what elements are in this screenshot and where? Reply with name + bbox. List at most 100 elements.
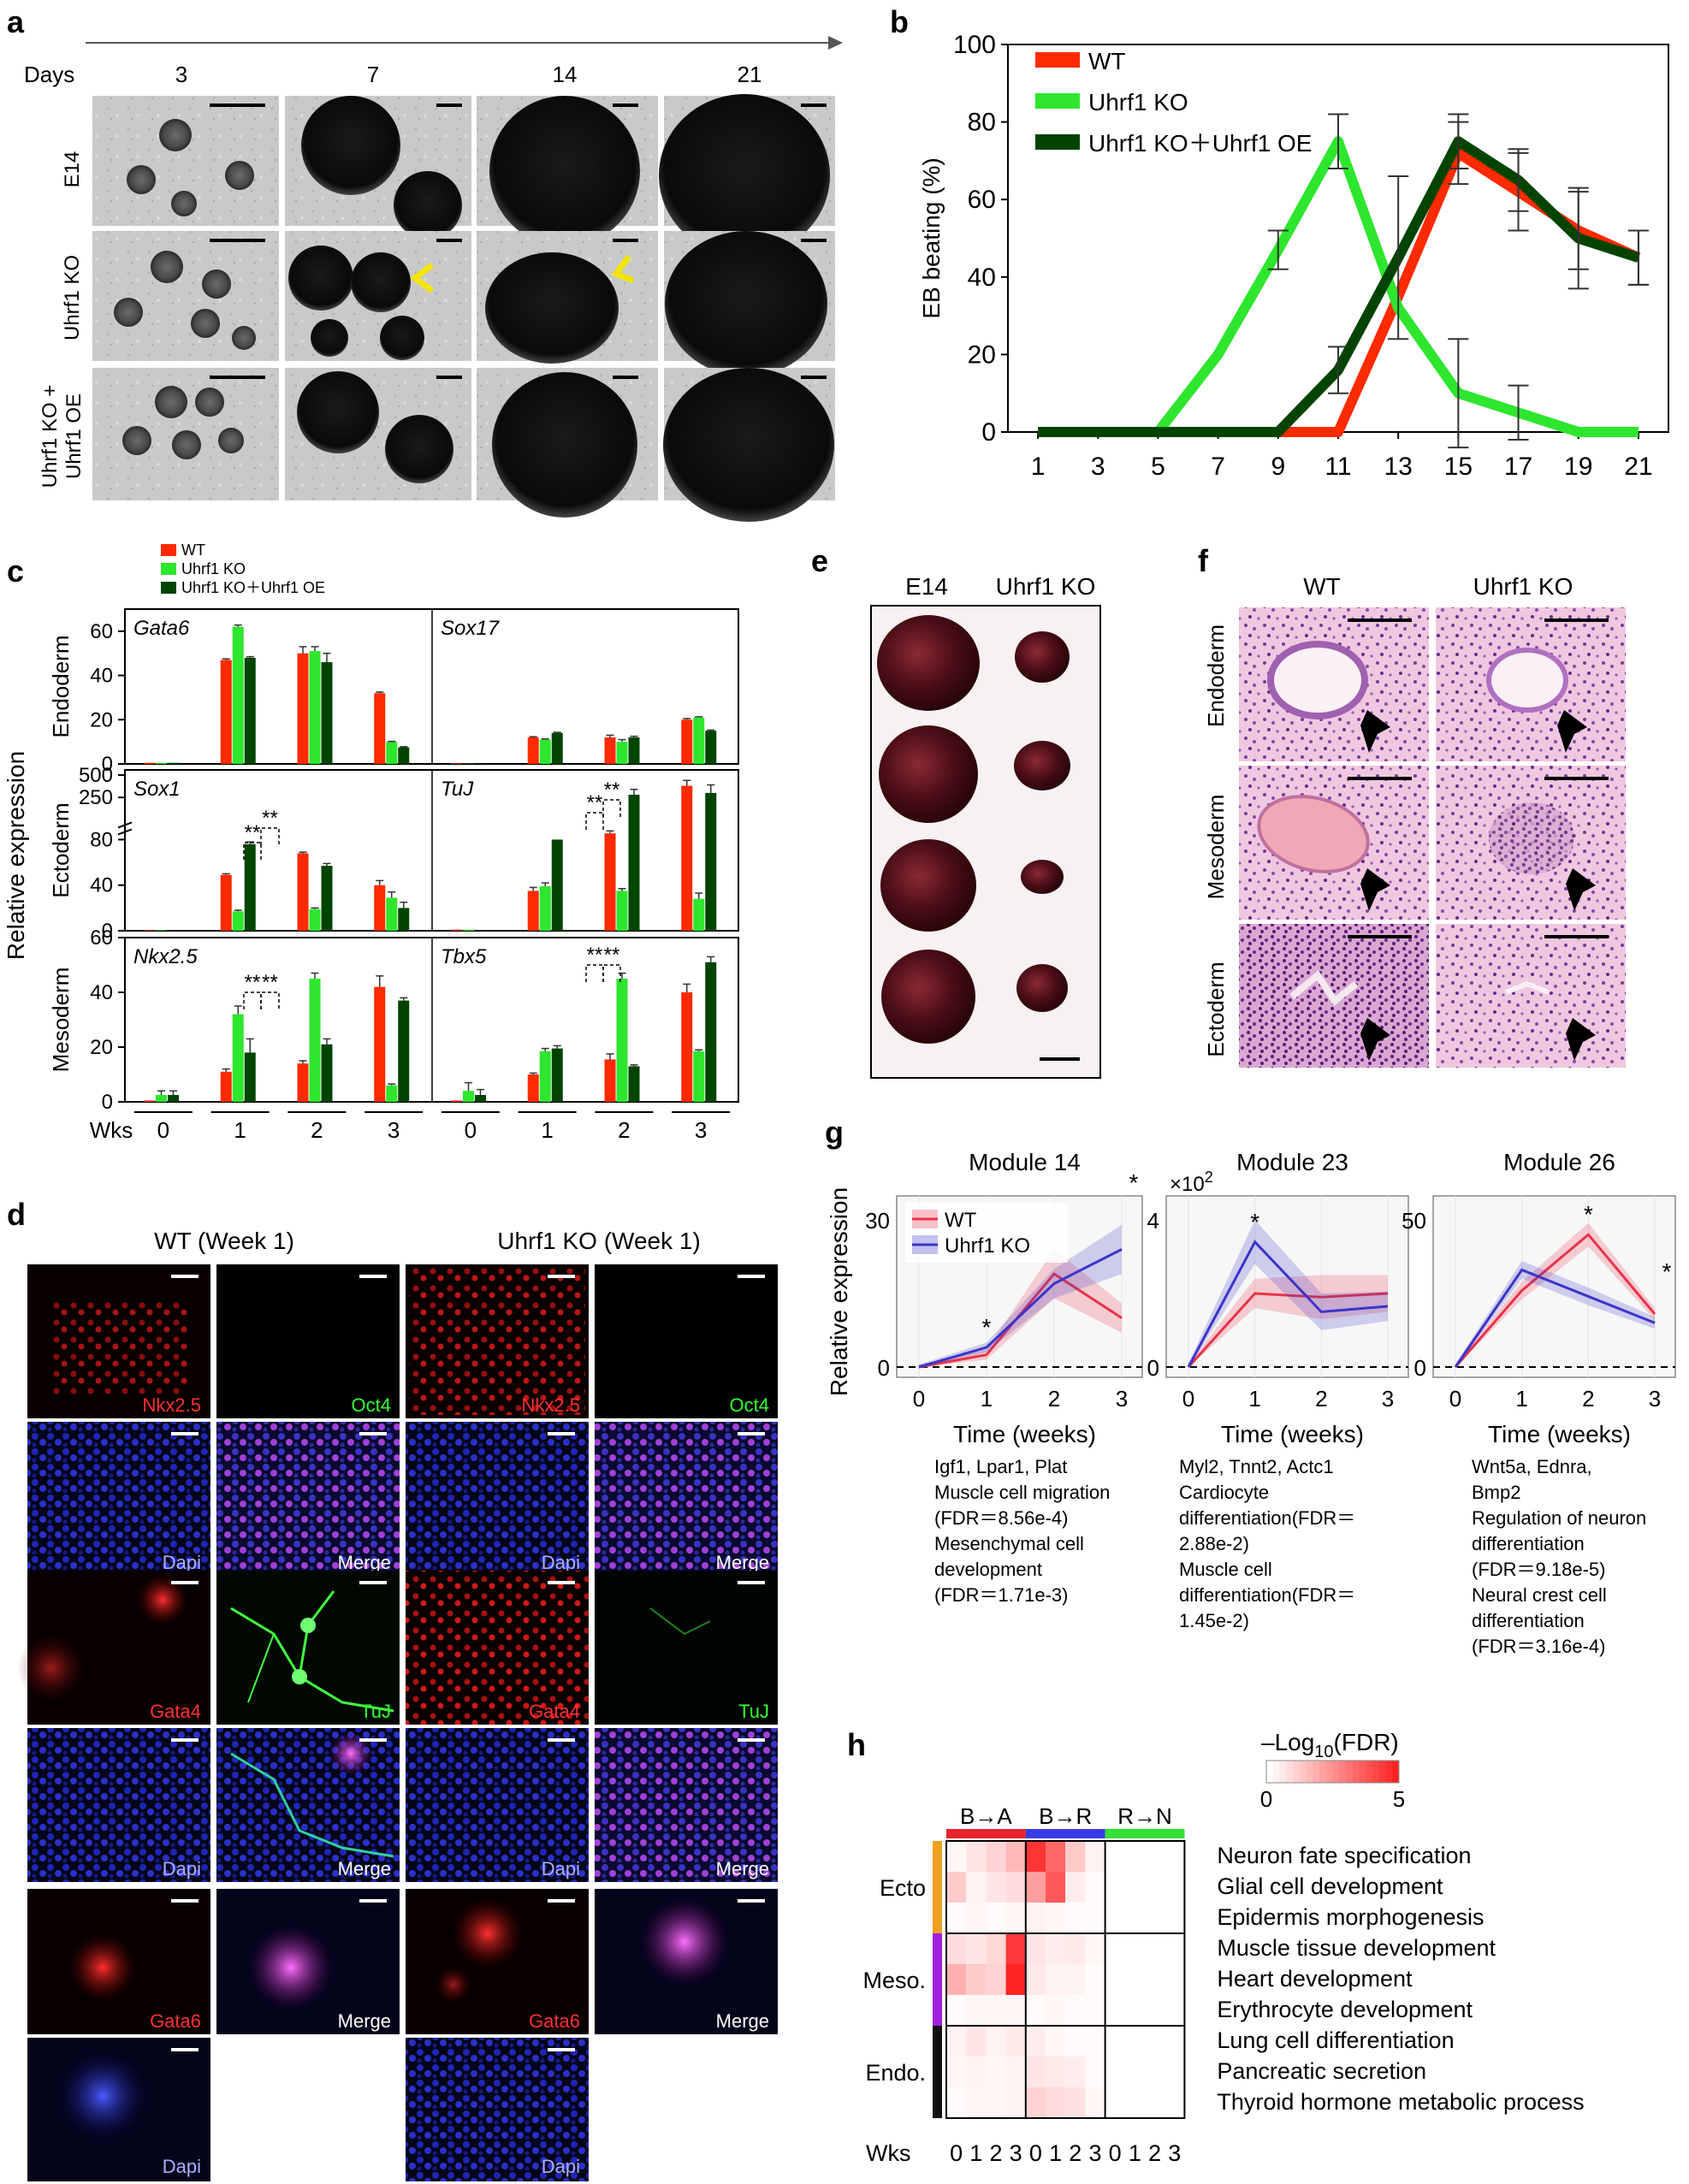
y-tick-label: 0 — [878, 1355, 890, 1381]
bar — [616, 742, 628, 764]
series-line — [1187, 1292, 1389, 1369]
black-arrowhead-icon — [1557, 710, 1587, 753]
x-tick-label: 3 — [1116, 1386, 1128, 1412]
x-axis-label: Time (weeks) — [953, 1421, 1096, 1447]
heatmap-cell — [966, 2057, 987, 2087]
module-annotation: differentiation — [1472, 1533, 1585, 1554]
heatmap-cell — [1005, 2057, 1026, 2087]
colorbar-title-suffix: (FDR) — [1334, 1729, 1399, 1755]
bar — [463, 929, 474, 931]
module-annotation: Muscle cell migration — [934, 1482, 1110, 1503]
module-annotation: (FDR＝1.71e-3) — [934, 1584, 1068, 1606]
svg-text:Gata4: Gata4 — [150, 1701, 201, 1722]
bar — [244, 1052, 256, 1102]
week-label: 3 — [1088, 2140, 1101, 2166]
heatmap-cell — [1046, 1933, 1066, 1964]
bar — [475, 930, 486, 931]
colorbar-step — [1352, 1761, 1360, 1783]
bar — [168, 1095, 179, 1102]
heatmap-cell — [1085, 2026, 1105, 2057]
heatmap-cell — [986, 1933, 1006, 1964]
brightfield-ko-d14 — [477, 231, 658, 364]
heatmap-cell — [1145, 2026, 1165, 2057]
x-tick-label: 9 — [1271, 453, 1285, 481]
if-ko-tuj: TuJ — [595, 1571, 778, 1725]
row-label: Heart development — [1217, 1966, 1413, 1992]
heatmap-cell — [946, 2026, 967, 2057]
y-tick-label: 100 — [953, 31, 996, 59]
significance-bracket — [243, 842, 262, 860]
heatmap-cell — [1025, 1995, 1046, 2026]
panel-d: d WT (Week 1) Uhrf1 KO (Week 1) Nkx2.5 O… — [7, 1197, 778, 2181]
heatmap-cell — [1065, 1841, 1086, 1872]
heatmap-cell — [966, 1903, 987, 1933]
y-tick-label: 40 — [90, 665, 113, 688]
if-wt-merge-2: Merge — [216, 1728, 400, 1882]
bar — [451, 1100, 462, 1102]
if-ko-oct4: Oct4 — [595, 1264, 778, 1418]
brightfield-oe-d21 — [663, 368, 835, 522]
brightfield-ko-d7 — [285, 231, 471, 361]
heatmap-cell — [1145, 1933, 1165, 1964]
x-tick-label: 2 — [1582, 1386, 1594, 1412]
brightfield-e14-d14 — [477, 96, 658, 246]
heatmap-cell — [1065, 1933, 1086, 1964]
colorbar-step — [1392, 1761, 1400, 1783]
row-label: Glial cell development — [1217, 1873, 1443, 1899]
panel-h: h B→A B→R R→N Neuron fate specification Glia… — [847, 1727, 1585, 2166]
column-group-bar — [946, 1829, 1026, 1838]
colorbar-step — [1372, 1761, 1380, 1783]
bar — [168, 762, 179, 764]
heatmap-cell — [1165, 1933, 1185, 1964]
week-label: 0 — [950, 2140, 963, 2166]
colorbar-step — [1313, 1761, 1320, 1783]
significance-star: * — [1129, 1169, 1139, 1196]
heatmap-cell — [1046, 1872, 1066, 1903]
panel-label-f: f — [1198, 543, 1209, 578]
heatmap-cell — [1025, 1903, 1046, 1933]
x-tick-label: 2 — [1315, 1386, 1327, 1412]
week-label: 2 — [618, 1117, 630, 1143]
series-line — [918, 1248, 1123, 1369]
bar — [309, 979, 321, 1102]
he-wt-mesoderm — [1239, 766, 1429, 920]
svg-text:Nkx2.5: Nkx2.5 — [522, 1394, 580, 1416]
heatmap-cell — [1105, 2057, 1125, 2087]
heatmap-cell — [1005, 2087, 1026, 2118]
bar — [144, 762, 155, 764]
y-tick-label: 4 — [1147, 1208, 1159, 1234]
bar — [398, 908, 410, 931]
yellow-arrow-icon — [410, 263, 435, 293]
significance-label: ** — [604, 944, 620, 967]
module-annotation: Regulation of neuron — [1472, 1507, 1646, 1529]
y-tick-label: 0 — [1147, 1355, 1159, 1381]
x-axis-label: Time (weeks) — [1488, 1421, 1631, 1447]
heatmap-cell — [1085, 1841, 1105, 1872]
heatmap-cell — [966, 1933, 987, 1964]
x-tick-label: 1 — [1248, 1386, 1260, 1412]
he-ko-endoderm — [1436, 607, 1626, 761]
column-group-label: R→N — [1117, 1803, 1172, 1829]
row-label: Thyroid hormone metabolic process — [1217, 2089, 1584, 2115]
significance-label: ** — [587, 944, 603, 967]
gene-label: Gata6 — [133, 617, 190, 640]
significance-star: * — [982, 1314, 992, 1341]
if-wt-merge-1: Merge — [216, 1422, 400, 1577]
bar — [309, 909, 321, 931]
layer-label: Endoderm — [48, 636, 74, 738]
heatmap-cell — [1145, 1872, 1165, 1903]
svg-text:Merge: Merge — [338, 1858, 391, 1879]
heatmap-cell — [986, 1872, 1006, 1903]
heatmap-cell — [946, 2087, 967, 2118]
colorbar-step — [1306, 1761, 1313, 1783]
heatmap-cell — [946, 1903, 967, 1933]
colorbar-step — [1366, 1761, 1373, 1783]
panel-label-a: a — [7, 4, 25, 39]
significance-label: ** — [245, 971, 261, 994]
module-annotation: differentiation(FDR＝ — [1179, 1584, 1355, 1606]
svg-text:Merge: Merge — [338, 1552, 391, 1573]
brightfield-oe-d7 — [285, 368, 471, 500]
